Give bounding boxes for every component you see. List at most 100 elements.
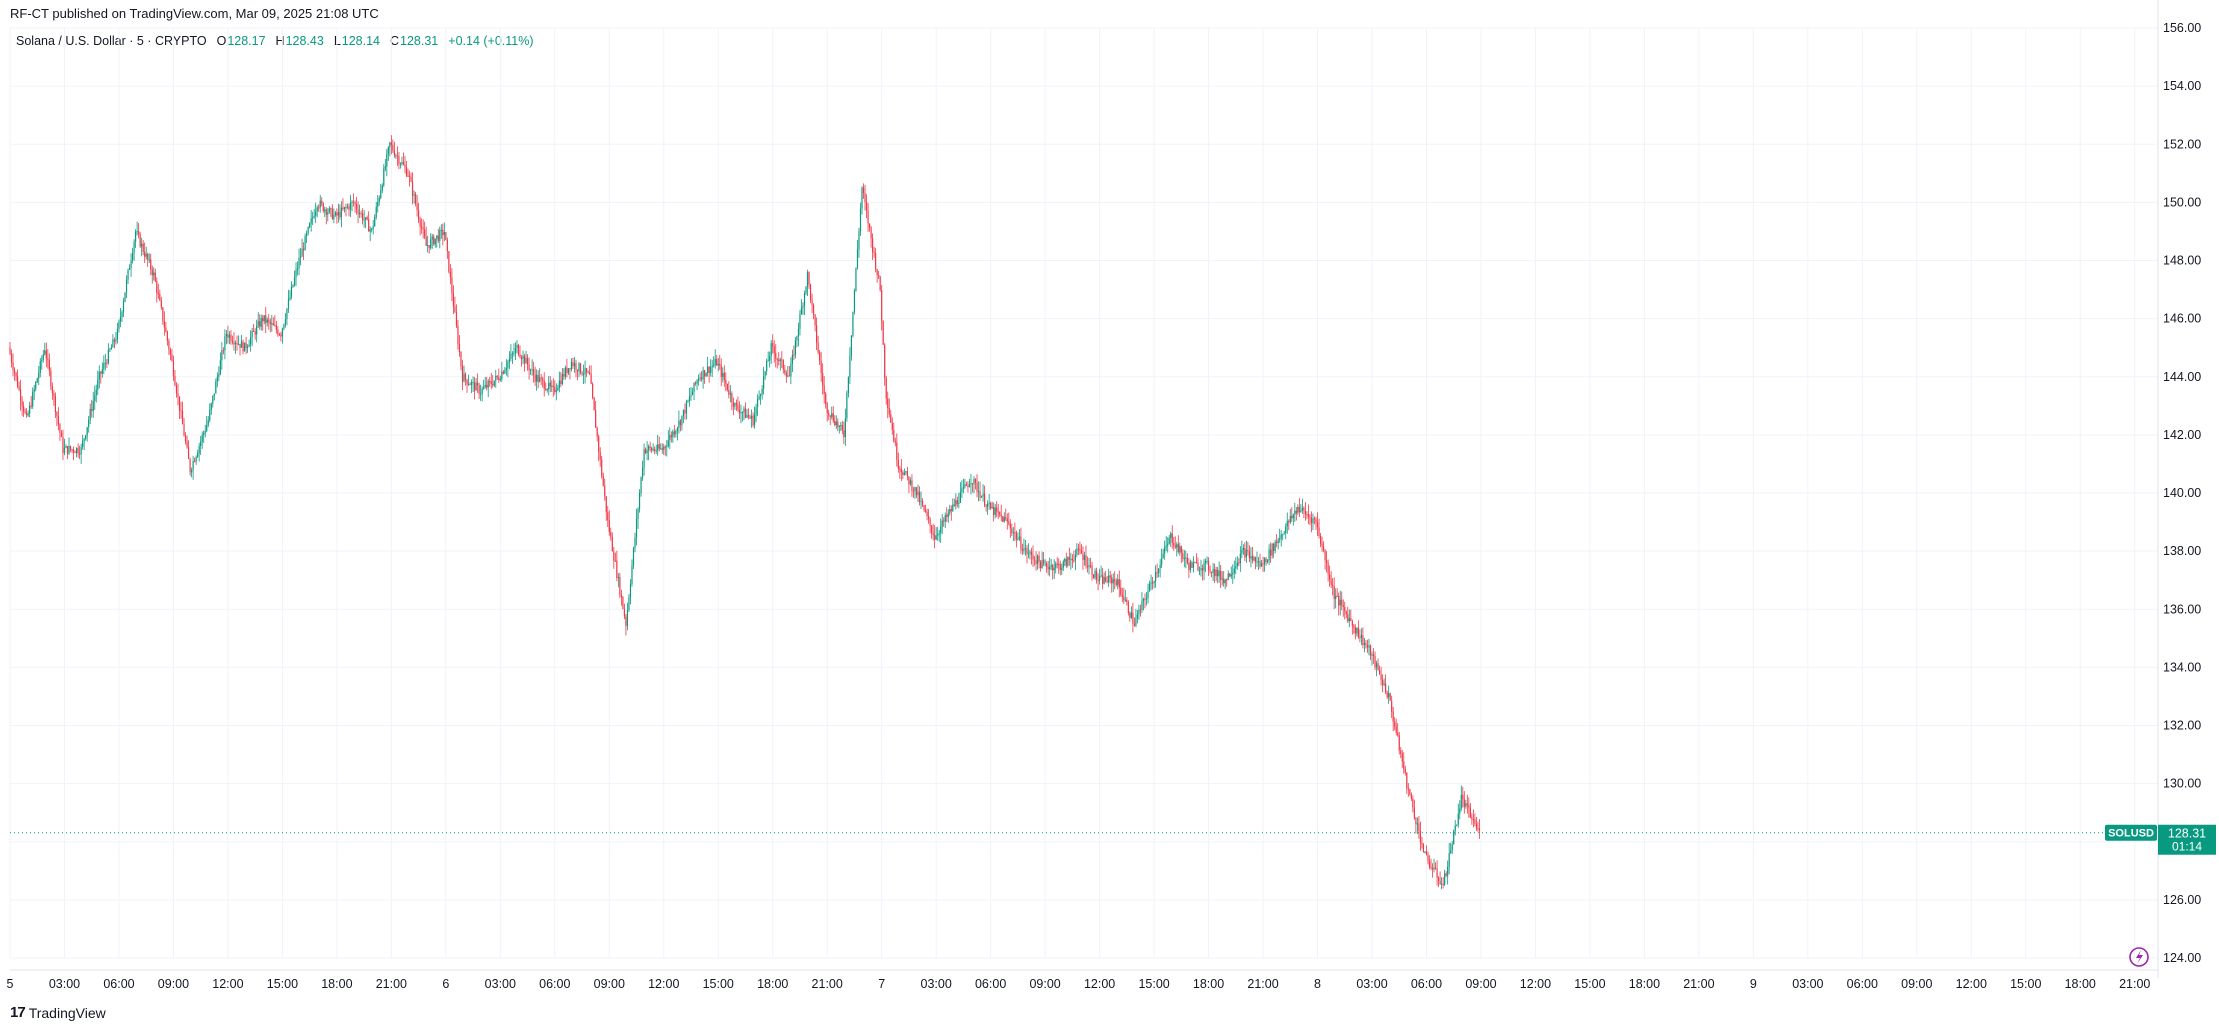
candle-body <box>1168 537 1170 544</box>
candle-body <box>1227 573 1229 580</box>
x-tick-label: 12:00 <box>1084 977 1115 991</box>
price-axis[interactable]: 124.00126.00128.00130.00132.00134.00136.… <box>2163 21 2201 965</box>
candle-body <box>1322 546 1325 550</box>
candle-body <box>1385 683 1387 693</box>
candle-body <box>163 321 165 328</box>
candle-body <box>676 427 678 432</box>
candle-body <box>402 162 405 165</box>
candle-body <box>1174 545 1176 548</box>
candle-body <box>1362 635 1364 645</box>
candle-body <box>714 359 716 365</box>
candle-body <box>355 204 358 210</box>
candle-body <box>26 412 28 416</box>
candle-body <box>85 435 87 439</box>
candle-body <box>1313 518 1316 520</box>
candle-body <box>1191 562 1193 568</box>
candle-body <box>1223 578 1225 584</box>
candle-body <box>1089 565 1092 567</box>
y-tick-label: 144.00 <box>2163 370 2201 384</box>
candle-body <box>831 413 833 417</box>
candle-body <box>1451 844 1453 851</box>
candle-body <box>1226 579 1228 581</box>
candle-body <box>1144 598 1146 600</box>
candle-body <box>1165 545 1167 548</box>
lightning-bolt-icon[interactable] <box>2129 947 2149 967</box>
candle-body <box>546 389 548 391</box>
candle-body <box>1059 563 1061 571</box>
candle-body <box>1427 854 1429 862</box>
candle-body <box>457 325 459 345</box>
y-tick-label: 132.00 <box>2163 719 2201 733</box>
candle-body <box>1112 579 1114 584</box>
candle-body <box>1338 595 1340 606</box>
candle-body <box>254 331 256 335</box>
candle-body <box>1033 559 1036 561</box>
candle-body <box>542 378 544 381</box>
candle-body <box>348 206 350 210</box>
candle-body <box>1135 618 1137 626</box>
candle-body <box>160 300 162 308</box>
candle-body <box>284 319 287 325</box>
candle-body <box>985 505 987 507</box>
y-tick-label: 150.00 <box>2163 195 2201 209</box>
candle-body <box>79 453 81 455</box>
candle-body <box>1161 557 1163 565</box>
candle-body <box>1374 655 1376 668</box>
candle-body <box>478 385 480 394</box>
candle-body <box>1177 544 1179 553</box>
candle-body <box>929 518 931 526</box>
candle-body <box>298 257 300 269</box>
candle-body <box>1450 850 1452 854</box>
candle-body <box>1463 799 1465 807</box>
candle-body <box>89 408 91 420</box>
x-tick-label: 21:00 <box>1247 977 1278 991</box>
candle-body <box>1000 514 1002 517</box>
candle-body <box>1073 560 1075 562</box>
time-axis[interactable]: 5 03:00 06:00 09:00 12:00 15:00 18:00 21:00 6 03:… <box>7 977 2151 991</box>
candle-body <box>560 380 562 385</box>
candle-body <box>313 216 315 218</box>
candle-body <box>719 363 721 366</box>
candle-body <box>71 449 73 451</box>
candle-body <box>464 373 467 380</box>
candle-body <box>1008 521 1010 524</box>
candle-body <box>1351 621 1353 626</box>
candle-body <box>141 243 143 247</box>
candle-body <box>362 213 364 221</box>
candle-body <box>207 420 209 425</box>
candle-body <box>1183 558 1185 560</box>
candle-body <box>934 535 936 540</box>
candle-body <box>1224 579 1226 584</box>
candle-body <box>1220 570 1222 580</box>
candle-body <box>637 508 639 519</box>
candle-body <box>1436 868 1438 878</box>
candle-body <box>740 412 742 414</box>
candle-body <box>128 268 131 270</box>
candle-body <box>337 211 339 216</box>
candle-body <box>319 200 321 208</box>
candle-body <box>454 306 456 312</box>
candle-body <box>42 354 44 360</box>
candle-body <box>1250 555 1252 559</box>
candle-body <box>651 447 653 451</box>
candle-body <box>699 377 701 380</box>
candle-body <box>278 334 280 336</box>
x-tick-label: 15:00 <box>2010 977 2041 991</box>
candle-body <box>843 430 845 438</box>
candle-body <box>116 329 119 340</box>
candle-body <box>54 396 56 413</box>
candle-body <box>1039 561 1042 569</box>
candle-body <box>1055 563 1057 568</box>
candle-body <box>1288 520 1290 523</box>
candle-body <box>790 363 792 377</box>
x-tick-label: 06:00 <box>1847 977 1878 991</box>
candle-body <box>915 487 918 496</box>
candle-body <box>691 391 694 396</box>
price-chart[interactable]: 124.00126.00128.00130.00132.00134.00136.… <box>0 0 2219 1000</box>
candle-body <box>1235 566 1237 569</box>
candle-body <box>881 290 883 321</box>
candle-body <box>973 478 975 485</box>
candle-body <box>713 364 715 366</box>
candle-body <box>1273 543 1275 551</box>
tradingview-logo[interactable]: 17 TradingView <box>10 1004 106 1021</box>
